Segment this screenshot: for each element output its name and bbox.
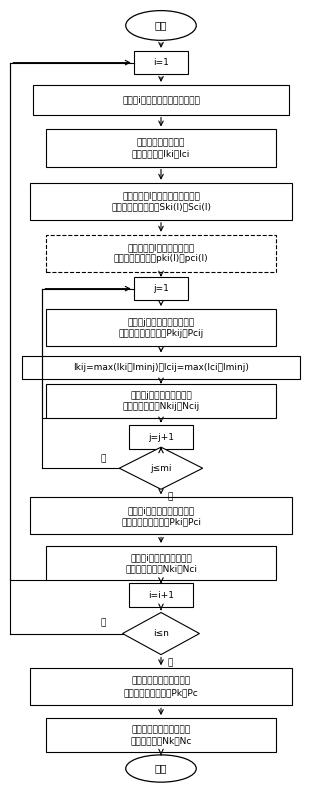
Text: j≤mi: j≤mi [150,464,172,472]
FancyBboxPatch shape [46,129,276,167]
Text: 计算类i馈线及承力索年平
均直击雷跳闸率Nki、Nci: 计算类i馈线及承力索年平 均直击雷跳闸率Nki、Nci [125,553,197,573]
Text: 结束: 结束 [155,764,167,773]
Text: 计算第j档距馈线及承力索
年直击雷跳闸率Nkij、Ncij: 计算第j档距馈线及承力索 年直击雷跳闸率Nkij、Ncij [122,391,200,410]
Text: 计算雷电流I下馈线及承力索暴露
弧面的垂直投影面积Ski(I)、Sci(I): 计算雷电流I下馈线及承力索暴露 弧面的垂直投影面积Ski(I)、Sci(I) [111,191,211,211]
Ellipse shape [126,10,196,40]
Polygon shape [123,612,199,654]
Text: Ikij=max(Iki，Iminj)、Icij=max(Ici，Iminj): Ikij=max(Iki，Iminj)、Icij=max(Ici，Iminj) [73,363,249,372]
Text: 是: 是 [100,454,106,464]
Text: 否: 否 [168,658,173,667]
FancyBboxPatch shape [30,669,292,705]
Text: 计算全线馈线及承力索遭
受雷直击的综合概率Pk、Pc: 计算全线馈线及承力索遭 受雷直击的综合概率Pk、Pc [124,676,198,697]
FancyBboxPatch shape [46,309,276,346]
Text: i=i+1: i=i+1 [148,591,174,599]
FancyBboxPatch shape [129,426,193,449]
Polygon shape [119,447,203,489]
Text: 建立类i一个档距的三维雷击模型: 建立类i一个档距的三维雷击模型 [122,95,200,104]
Text: i=1: i=1 [153,58,169,67]
Text: 计算雷电流I下馈线及承力索
遭受雷直击的概率pki(I)、pci(I): 计算雷电流I下馈线及承力索 遭受雷直击的概率pki(I)、pci(I) [114,243,208,264]
FancyBboxPatch shape [33,85,289,114]
FancyBboxPatch shape [30,183,292,220]
FancyBboxPatch shape [46,546,276,580]
Text: 计算全线馈线及承力索年
直击雷跳闸率Nk、Nc: 计算全线馈线及承力索年 直击雷跳闸率Nk、Nc [130,725,192,745]
Text: 计算第j档距馈线及承力索遭
受雷直击的综合概率Pkij、Pcij: 计算第j档距馈线及承力索遭 受雷直击的综合概率Pkij、Pcij [118,318,204,337]
Text: j=j+1: j=j+1 [148,433,174,441]
FancyBboxPatch shape [30,497,292,534]
FancyBboxPatch shape [134,277,188,300]
Text: i≤n: i≤n [153,629,169,638]
Text: 开始: 开始 [155,21,167,30]
FancyBboxPatch shape [134,51,188,75]
Text: 是: 是 [100,618,106,627]
Text: 计算馈线及承力索直
击雷耐雷水平Iki、Ici: 计算馈线及承力索直 击雷耐雷水平Iki、Ici [132,138,190,158]
FancyBboxPatch shape [46,235,276,272]
FancyBboxPatch shape [129,584,193,607]
Text: 计算类i馈线及承力索遭受雷
直击的综合平均概率Pki、Pci: 计算类i馈线及承力索遭受雷 直击的综合平均概率Pki、Pci [121,506,201,526]
FancyBboxPatch shape [46,718,276,752]
Text: j=1: j=1 [153,284,169,293]
FancyBboxPatch shape [22,356,300,379]
FancyBboxPatch shape [46,384,276,418]
Ellipse shape [126,755,196,782]
Text: 否: 否 [168,493,173,502]
